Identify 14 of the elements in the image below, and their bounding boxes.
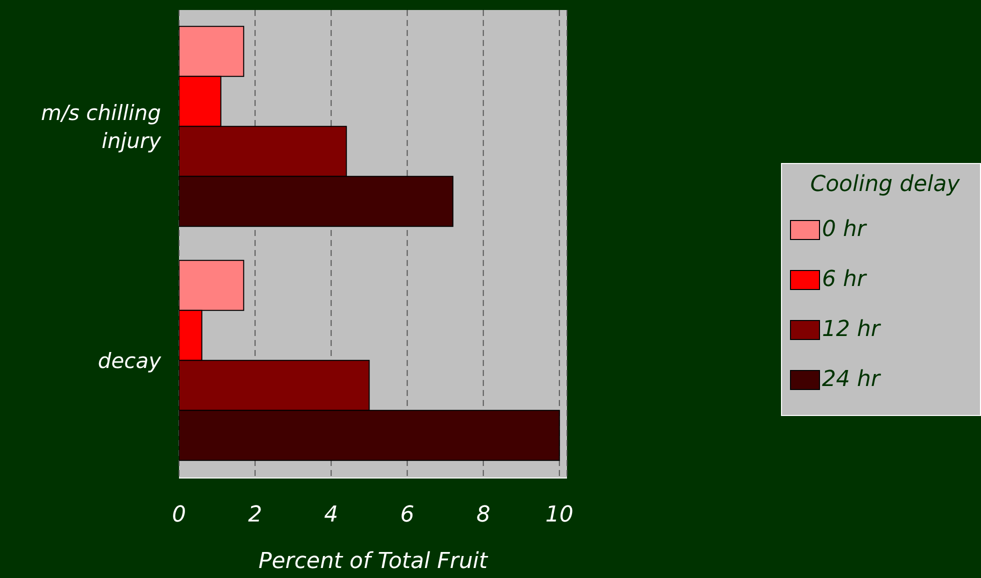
x-axis-title: Percent of Total Fruit <box>258 549 489 574</box>
legend-label: 6 hr <box>822 267 866 292</box>
legend-label: 12 hr <box>822 317 880 342</box>
legend-label: 0 hr <box>822 217 866 242</box>
x-tick-label: 0 <box>172 502 186 528</box>
x-tick-label: 4 <box>324 502 338 528</box>
x-tick-label: 2 <box>248 502 262 528</box>
legend-label: 24 hr <box>822 367 880 392</box>
x-tick-label: 8 <box>476 502 490 528</box>
y-tick-label: m/s chilling injury <box>41 101 162 153</box>
x-tick-label: 10 <box>545 502 574 528</box>
legend-title: Cooling delay <box>809 172 961 196</box>
y-tick-label: decay <box>98 349 162 373</box>
x-tick-label: 6 <box>400 502 414 528</box>
